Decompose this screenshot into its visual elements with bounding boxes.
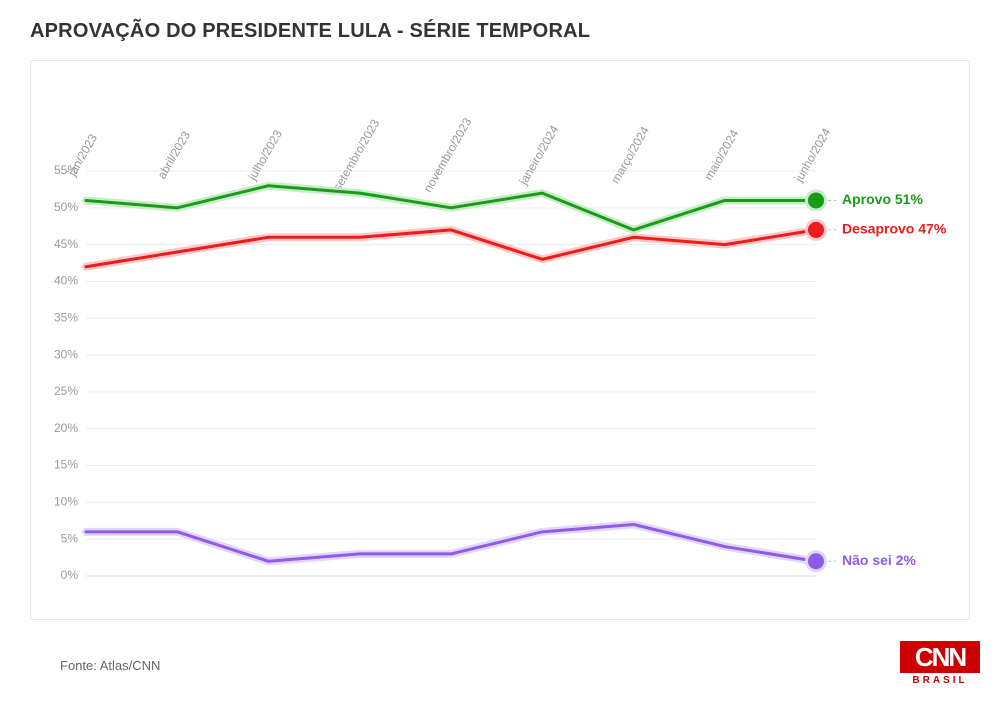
- y-axis-label: 50%: [54, 200, 78, 214]
- x-axis-label: janeiro/2024: [516, 123, 562, 188]
- y-axis-label: 0%: [61, 568, 79, 582]
- cnn-brasil-logo: CNN BRASIL: [900, 641, 980, 687]
- y-axis-label: 20%: [54, 421, 78, 435]
- y-axis-label: 35%: [54, 310, 78, 324]
- chart-title: APROVAÇÃO DO PRESIDENTE LULA - SÉRIE TEM…: [30, 20, 590, 43]
- x-axis-label-group: jan/2023: [64, 131, 100, 179]
- x-axis-label-group: junho/2024: [791, 126, 833, 186]
- y-axis-label: 15%: [54, 458, 78, 472]
- x-axis-label: março/2024: [608, 124, 652, 186]
- x-axis-label-group: novembro/2023: [421, 115, 475, 195]
- chart-plot-area: 0%5%10%15%20%25%30%35%40%45%50%55%jan/20…: [30, 60, 970, 620]
- x-axis-label: setembro/2023: [330, 117, 382, 194]
- x-axis-label-group: setembro/2023: [330, 117, 382, 194]
- y-axis-label: 45%: [54, 237, 78, 251]
- series-end-marker-desaprovo: [808, 222, 824, 238]
- chart-container: APROVAÇÃO DO PRESIDENTE LULA - SÉRIE TEM…: [0, 0, 1000, 703]
- x-axis-label: julho/2023: [245, 127, 285, 183]
- y-axis-label: 25%: [54, 384, 78, 398]
- series-end-marker-aprovo: [808, 192, 824, 208]
- cnn-logo-bottom: BRASIL: [900, 675, 980, 686]
- series-line-desaprovo: [86, 230, 816, 267]
- x-axis-label-group: janeiro/2024: [516, 123, 562, 188]
- series-end-marker-naosei: [808, 553, 824, 569]
- y-axis-label: 10%: [54, 495, 78, 509]
- chart-source: Fonte: Atlas/CNN: [60, 658, 160, 673]
- x-axis-label-group: maio/2024: [701, 127, 741, 183]
- x-axis-label: junho/2024: [791, 126, 833, 186]
- cnn-logo-top: CNN: [900, 641, 980, 673]
- y-axis-label: 5%: [61, 531, 79, 545]
- x-axis-label: abril/2023: [155, 128, 194, 181]
- x-axis-label-group: abril/2023: [155, 128, 194, 181]
- y-axis-label: 30%: [54, 347, 78, 361]
- x-axis-label-group: julho/2023: [245, 127, 285, 183]
- x-axis-label: maio/2024: [701, 127, 741, 183]
- x-axis-label-group: março/2024: [608, 124, 652, 186]
- legend-label-aprovo: Aprovo 51%: [842, 191, 923, 207]
- chart-svg: 0%5%10%15%20%25%30%35%40%45%50%55%jan/20…: [31, 61, 971, 621]
- x-axis-label: novembro/2023: [421, 115, 475, 195]
- y-axis-label: 40%: [54, 274, 78, 288]
- x-axis-label: jan/2023: [64, 131, 100, 179]
- legend-label-naosei: Não sei 2%: [842, 552, 916, 568]
- legend-label-desaprovo: Desaprovo 47%: [842, 221, 947, 237]
